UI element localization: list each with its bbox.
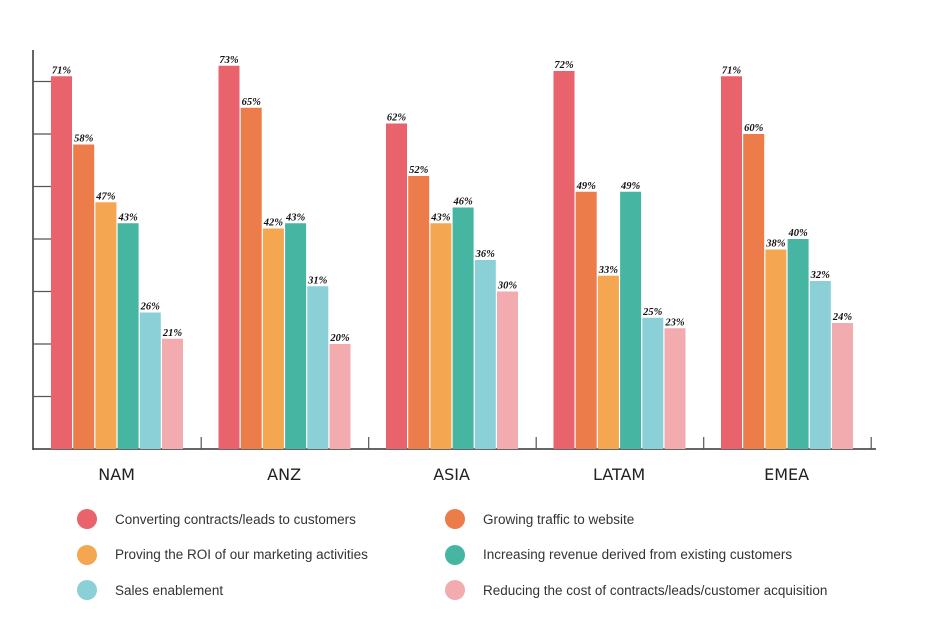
- legend-swatch: [445, 580, 465, 600]
- bar-nam-4: [117, 223, 139, 449]
- data-label: 49%: [620, 181, 641, 192]
- data-label: 32%: [810, 270, 831, 281]
- data-label: 72%: [554, 60, 574, 71]
- bar-anz-4: [285, 223, 307, 449]
- bar-latam-2: [575, 191, 597, 449]
- bar-anz-2: [240, 107, 262, 449]
- legend-swatch: [445, 509, 465, 529]
- bar-nam-5: [139, 312, 161, 449]
- legend-swatch: [77, 580, 97, 600]
- bar-latam-5: [642, 317, 664, 449]
- bar-anz-3: [262, 228, 284, 449]
- legend-label: Proving the ROI of our marketing activit…: [115, 547, 368, 562]
- data-label: 23%: [664, 317, 685, 328]
- legend-label: Converting contracts/leads to customers: [115, 511, 356, 527]
- data-label: 43%: [117, 212, 138, 223]
- data-label: 65%: [242, 97, 262, 108]
- bar-asia-3: [430, 223, 452, 449]
- data-label: 47%: [95, 191, 116, 202]
- bar-latam-3: [597, 275, 619, 449]
- data-label: 42%: [263, 218, 284, 229]
- data-label: 33%: [598, 265, 619, 276]
- legend-label: Sales enablement: [115, 582, 224, 598]
- category-label: LATAM: [593, 465, 645, 484]
- legend-item: Reducing the cost of contracts/leads/cus…: [445, 580, 827, 600]
- bar-asia-6: [497, 291, 518, 449]
- bar-asia-4: [452, 207, 474, 449]
- legend-item: Sales enablement: [77, 580, 223, 600]
- bar-emea-5: [809, 281, 831, 449]
- bar-latam-1: [553, 71, 575, 449]
- data-label: 73%: [219, 55, 239, 66]
- data-label: 38%: [765, 239, 786, 250]
- data-label: 40%: [787, 228, 808, 239]
- bar-anz-5: [307, 286, 329, 449]
- data-label: 49%: [576, 181, 597, 192]
- category-label: ANZ: [267, 465, 301, 484]
- bar-asia-5: [474, 260, 496, 449]
- data-label: 71%: [52, 65, 72, 76]
- bar-emea-6: [832, 323, 853, 449]
- legend-swatch: [77, 544, 97, 565]
- data-label: 60%: [744, 123, 764, 134]
- data-label: 21%: [162, 328, 183, 339]
- data-label: 26%: [140, 302, 161, 313]
- data-label: 62%: [387, 113, 407, 124]
- bar-emea-3: [765, 249, 787, 449]
- bar-emea-1: [721, 76, 742, 449]
- bar-emea-4: [787, 239, 809, 449]
- data-label: 20%: [329, 333, 350, 344]
- bar-emea-2: [743, 134, 765, 449]
- legend-swatch: [77, 509, 97, 529]
- bar-nam-1: [51, 76, 72, 449]
- legend-label: Increasing revenue derived from existing…: [483, 547, 793, 562]
- legend-item: Increasing revenue derived from existing…: [445, 544, 793, 565]
- data-label: 46%: [452, 197, 473, 208]
- data-label: 31%: [307, 275, 328, 286]
- bar-anz-6: [329, 344, 351, 449]
- legend-label: Growing traffic to website: [483, 511, 635, 527]
- data-label: 58%: [74, 134, 94, 145]
- bar-latam-6: [664, 328, 686, 449]
- data-label: 43%: [430, 212, 451, 223]
- category-label: EMEA: [764, 465, 809, 484]
- data-label: 71%: [722, 65, 742, 76]
- category-label: NAM: [98, 465, 135, 484]
- legend-item: Growing traffic to website: [445, 509, 634, 529]
- data-label: 24%: [832, 312, 853, 323]
- legend-item: Converting contracts/leads to customers: [77, 509, 356, 529]
- legend-swatch: [445, 544, 465, 565]
- bar-nam-6: [162, 338, 183, 449]
- legend-item: Proving the ROI of our marketing activit…: [77, 544, 368, 565]
- data-label: 25%: [642, 307, 663, 318]
- data-label: 52%: [409, 165, 429, 176]
- data-label: 30%: [497, 281, 518, 292]
- data-label: 36%: [475, 249, 496, 260]
- bar-anz-1: [218, 65, 240, 449]
- bar-asia-1: [386, 123, 407, 449]
- data-label: 43%: [285, 212, 306, 223]
- bar-latam-4: [620, 191, 642, 449]
- bar-asia-2: [408, 176, 430, 449]
- legend-label: Reducing the cost of contracts/leads/cus…: [483, 582, 828, 598]
- bar-nam-2: [73, 144, 95, 449]
- category-label: ASIA: [433, 465, 470, 484]
- bar-nam-3: [95, 202, 117, 449]
